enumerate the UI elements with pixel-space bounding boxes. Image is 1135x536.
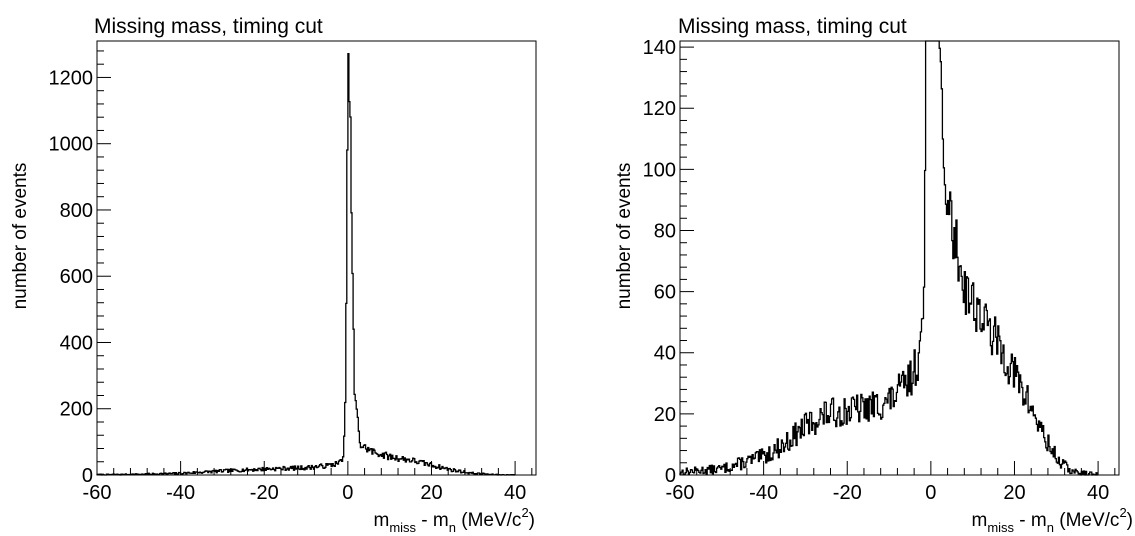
right-x-tick-label: -20 bbox=[833, 482, 862, 504]
right-x-tick-label: -40 bbox=[749, 482, 778, 504]
left-x-axis-ticks: -60 -40 -20 0 20 40 bbox=[83, 461, 533, 504]
left-y-tick-label: 200 bbox=[60, 399, 93, 421]
left-x-tick-label: -20 bbox=[250, 482, 279, 504]
right-histogram-panel: Missing mass, timing cut 0 20 40 60 80 100 120… bbox=[614, 15, 1133, 535]
right-plot-frame bbox=[679, 40, 1120, 476]
left-y-tick-label: 400 bbox=[60, 332, 93, 354]
right-x-tick-label: 40 bbox=[1087, 482, 1109, 504]
right-y-tick-label: 100 bbox=[643, 159, 676, 181]
left-y-tick-label: 0 bbox=[82, 465, 93, 487]
right-x-tick-label: 0 bbox=[925, 482, 936, 504]
right-chart-title: Missing mass, timing cut bbox=[678, 15, 907, 38]
left-x-tick-label: 40 bbox=[504, 482, 526, 504]
right-y-tick-label: 140 bbox=[643, 37, 676, 59]
left-histogram-marks bbox=[96, 53, 516, 476]
right-x-axis-label: mmiss - mn (MeV/c2) bbox=[971, 505, 1133, 535]
right-y-tick-label: 120 bbox=[643, 98, 676, 120]
left-y-tick-label: 1200 bbox=[49, 67, 94, 89]
left-x-tick-label: -60 bbox=[83, 482, 112, 504]
right-y-tick-label: 60 bbox=[654, 282, 676, 304]
right-y-axis-ticks: 0 20 40 60 80 100 120 140 bbox=[643, 37, 694, 487]
left-x-tick-label: 20 bbox=[420, 482, 442, 504]
left-y-tick-label: 600 bbox=[60, 266, 93, 288]
left-y-tick-label: 1000 bbox=[49, 134, 94, 156]
right-x-tick-label: -60 bbox=[666, 482, 695, 504]
right-y-axis-label: number of events bbox=[614, 163, 635, 310]
left-y-axis-label: number of events bbox=[10, 163, 31, 310]
left-histogram-panel: Missing mass, timing cut 020040060080010… bbox=[10, 15, 537, 535]
right-y-tick-label: 20 bbox=[654, 404, 676, 426]
left-x-axis-label: mmiss - mn (MeV/c2) bbox=[373, 505, 535, 535]
right-y-tick-label: 80 bbox=[654, 220, 676, 242]
right-x-tick-label: 20 bbox=[1003, 482, 1025, 504]
right-x-axis-ticks: -60 -40 -20 0 20 40 bbox=[666, 461, 1116, 504]
left-x-tick-label: -40 bbox=[166, 482, 195, 504]
right-histogram-line bbox=[679, 40, 1099, 476]
left-y-axis-ticks: 0 200 400 600 800 1000 1200 bbox=[49, 50, 111, 487]
right-y-tick-label: 40 bbox=[654, 343, 676, 365]
left-y-tick-label: 800 bbox=[60, 200, 93, 222]
left-x-tick-label: 0 bbox=[342, 482, 353, 504]
left-chart-title: Missing mass, timing cut bbox=[94, 15, 323, 38]
right-y-tick-label: 0 bbox=[665, 465, 676, 487]
left-histogram-line bbox=[96, 53, 516, 476]
left-plot-frame bbox=[96, 40, 537, 476]
right-histogram-marks bbox=[679, 40, 1099, 476]
